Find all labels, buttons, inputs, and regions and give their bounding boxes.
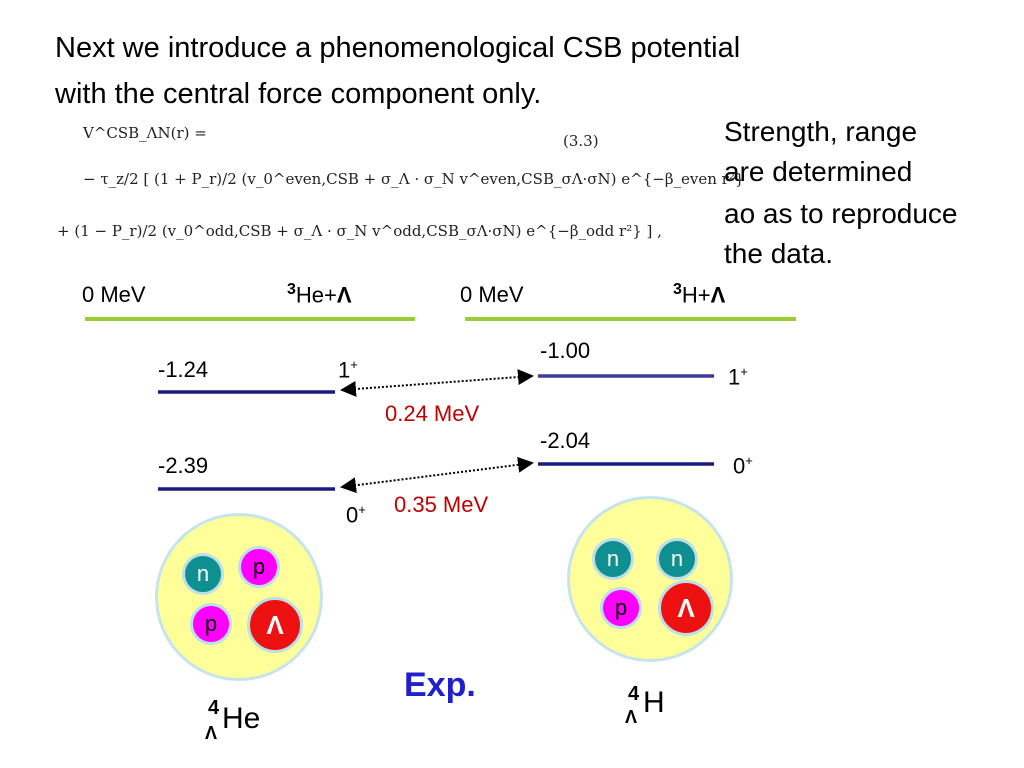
note-line-2: are determined — [724, 156, 913, 187]
left-level-2-energy: -2.39 — [158, 453, 209, 478]
left-threshold-rest: He+ — [295, 282, 337, 308]
csb-potential-formula: V^CSB_ΛN(r) = (3.3) − τ_z/2 [ (1 + P_r)/… — [55, 118, 744, 260]
formula-line-2: − τ_z/2 [ (1 + P_r)/2 (v_0^even,CSB + σ_… — [83, 170, 745, 188]
left-proton-1: p — [238, 546, 280, 588]
right-zero-label: 0 MeV — [460, 282, 524, 307]
left-neutron: n — [182, 553, 224, 595]
formula-equation-number: (3.3) — [563, 132, 599, 150]
lower-difference-arrow — [340, 456, 534, 494]
lower-difference-label: 0.35 MeV — [394, 492, 489, 517]
right-hypernucleus-symbol: H — [643, 686, 665, 719]
right-hypernucleus-label: 4 H Λ — [625, 682, 695, 732]
left-threshold-lambda: Λ — [336, 282, 352, 308]
right-hypernucleus-mass: 4 — [628, 683, 640, 705]
right-level-2-energy: -2.04 — [540, 428, 591, 453]
left-lambda: Λ — [247, 597, 303, 653]
left-nucleus — [155, 513, 323, 681]
right-level-1-energy: -1.00 — [540, 338, 591, 363]
note-line-4: the data. — [724, 238, 833, 269]
right-lambda: Λ — [658, 580, 714, 636]
left-threshold-mass: 3 — [287, 281, 296, 298]
note-line-1: Strength, range — [724, 116, 918, 147]
right-threshold-lambda: Λ — [710, 282, 726, 308]
left-hypernucleus-label: 4 He Λ — [205, 696, 285, 746]
right-neutron-1: n — [592, 538, 634, 580]
upper-difference-label: 0.24 MeV — [385, 401, 480, 426]
left-zero-label: 0 MeV — [82, 282, 146, 307]
left-level-1-spin: 1+ — [338, 357, 358, 383]
right-level-1-spin: 1+ — [728, 364, 748, 390]
right-threshold-rest: H+ — [681, 282, 711, 308]
right-nucleus — [567, 496, 733, 662]
formula-lhs: V^CSB_ΛN(r) = — [83, 124, 207, 142]
left-level-2-spin: 0+ — [346, 502, 366, 528]
left-threshold-label: 3He+Λ — [287, 282, 352, 306]
right-hypernucleus-lambda: Λ — [625, 707, 638, 727]
upper-difference-arrow — [340, 369, 534, 397]
left-hypernucleus-lambda: Λ — [205, 723, 218, 743]
right-proton: p — [600, 587, 642, 629]
left-hypernucleus-symbol: He — [222, 702, 261, 735]
note-line-3: ao as to reproduce — [724, 198, 958, 229]
right-level-2-spin: 0+ — [733, 453, 753, 479]
right-threshold-label: 3H+Λ — [673, 282, 725, 306]
left-level-1-energy: -1.24 — [158, 357, 209, 382]
right-threshold-mass: 3 — [673, 281, 682, 298]
exp-label: Exp. — [404, 666, 476, 704]
intro-line-1: Next we introduce a phenomenological CSB… — [55, 32, 741, 64]
formula-line-3: + (1 − P_r)/2 (v_0^odd,CSB + σ_Λ · σ_N v… — [57, 222, 662, 240]
left-hypernucleus-mass: 4 — [208, 697, 220, 719]
right-neutron-2: n — [656, 538, 698, 580]
intro-line-2: with the central force component only. — [55, 78, 542, 110]
left-proton-2: p — [190, 603, 232, 645]
